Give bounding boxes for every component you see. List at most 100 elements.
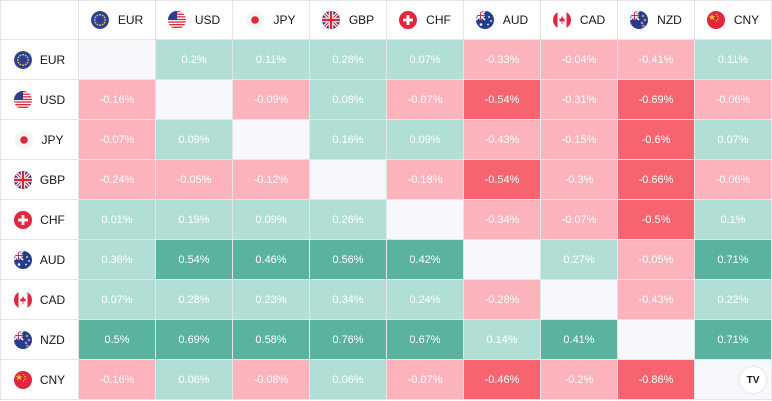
heatmap-cell[interactable]: 0.36% (78, 239, 156, 280)
heatmap-cell[interactable]: -0.34% (463, 199, 541, 240)
heatmap-cell[interactable]: -0.31% (540, 79, 618, 120)
heatmap-cell[interactable]: -0.43% (463, 119, 541, 160)
nz-flag-icon (630, 11, 649, 29)
heatmap-cell[interactable]: -0.43% (617, 279, 695, 320)
row-header-eur: EUR (0, 39, 79, 80)
table-row: CAD 0.07% 0.28% 0.23% 0.34% 0.24% -0.28% -0.43%… (0, 279, 772, 320)
heatmap-cell[interactable]: 0.23% (232, 279, 310, 320)
heatmap-cell[interactable]: 0.16% (309, 119, 387, 160)
heatmap-cell[interactable]: 0.06% (155, 359, 233, 400)
column-header-usd: USD (155, 0, 233, 40)
heatmap-cell[interactable]: 0.14% (463, 319, 541, 360)
heatmap-cell[interactable]: -0.08% (232, 359, 310, 400)
diagonal-cell (78, 39, 156, 80)
heatmap-cell[interactable]: 0.07% (386, 39, 464, 80)
heatmap-cell[interactable]: 0.01% (78, 199, 156, 240)
gb-flag-icon (13, 170, 32, 189)
heatmap-cell[interactable]: 0.67% (386, 319, 464, 360)
heatmap-cell[interactable]: -0.07% (386, 359, 464, 400)
heatmap-cell[interactable]: -0.46% (463, 359, 541, 400)
heatmap-cell[interactable]: -0.16% (78, 79, 156, 120)
heatmap-cell[interactable]: 0.08% (309, 79, 387, 120)
column-header-label: USD (194, 13, 221, 27)
table-row: CHF 0.01% 0.19% 0.09% 0.26% -0.34% -0.07% -0.5%… (0, 199, 772, 240)
heatmap-cell[interactable]: 0.56% (309, 239, 387, 280)
heatmap-cell[interactable]: -0.3% (540, 159, 618, 200)
heatmap-cell[interactable]: -0.28% (463, 279, 541, 320)
heatmap-cell[interactable]: 0.69% (155, 319, 233, 360)
heatmap-cell[interactable]: 0.28% (309, 39, 387, 80)
heatmap-cell[interactable]: 0.54% (155, 239, 233, 280)
heatmap-cell[interactable]: -0.86% (617, 359, 695, 400)
heatmap-cell[interactable]: 0.1% (694, 199, 772, 240)
table-row: AUD 0.36% 0.54% 0.46% 0.56% 0.42% 0.27% -0.05% 0… (0, 239, 772, 280)
heatmap-cell[interactable]: -0.16% (78, 359, 156, 400)
tradingview-logo-icon[interactable]: TV (740, 367, 766, 393)
column-header-gbp: GBP (309, 0, 387, 40)
heatmap-cell[interactable]: -0.06% (694, 159, 772, 200)
heatmap-cell[interactable]: -0.5% (617, 199, 695, 240)
heatmap-cell[interactable]: 0.11% (694, 39, 772, 80)
heatmap-cell[interactable]: -0.09% (232, 79, 310, 120)
column-header-cny: CNY (694, 0, 772, 40)
heatmap-cell[interactable]: -0.04% (540, 39, 618, 80)
diagonal-cell (617, 319, 695, 360)
au-flag-icon (13, 250, 32, 269)
heatmap-cell[interactable]: 0.09% (232, 199, 310, 240)
heatmap-cell[interactable]: -0.69% (617, 79, 695, 120)
heatmap-cell[interactable]: -0.15% (540, 119, 618, 160)
heatmap-cell[interactable]: -0.2% (540, 359, 618, 400)
heatmap-cell[interactable]: 0.46% (232, 239, 310, 280)
heatmap-cell[interactable]: -0.07% (386, 79, 464, 120)
heatmap-cell[interactable]: 0.28% (155, 279, 233, 320)
heatmap-cell[interactable]: 0.27% (540, 239, 618, 280)
column-header-eur: EUR (78, 0, 156, 40)
heatmap-cell[interactable]: 0.71% (694, 239, 772, 280)
heatmap-cell[interactable]: -0.05% (155, 159, 233, 200)
row-header-cny: CNY (0, 359, 79, 400)
heatmap-cell[interactable]: -0.05% (617, 239, 695, 280)
heatmap-cell[interactable]: 0.07% (78, 279, 156, 320)
heatmap-cell[interactable]: 0.2% (155, 39, 233, 80)
heatmap-cell[interactable]: -0.12% (232, 159, 310, 200)
heatmap-cell[interactable]: 0.5% (78, 319, 156, 360)
row-header-label: NZD (40, 332, 65, 347)
ca-flag-icon (552, 11, 571, 29)
us-flag-icon (13, 90, 32, 109)
heatmap-cell[interactable]: -0.18% (386, 159, 464, 200)
heatmap-cell[interactable]: 0.42% (386, 239, 464, 280)
diagonal-cell (309, 159, 387, 200)
heatmap-cell[interactable]: 0.41% (540, 319, 618, 360)
heatmap-cell[interactable]: 0.09% (386, 119, 464, 160)
heatmap-cell[interactable]: -0.54% (463, 79, 541, 120)
heatmap-cell[interactable]: 0.71% (694, 319, 772, 360)
heatmap-cell[interactable]: 0.58% (232, 319, 310, 360)
heatmap-cell[interactable]: 0.11% (232, 39, 310, 80)
heatmap-cell[interactable]: -0.24% (78, 159, 156, 200)
row-header-label: EUR (39, 52, 66, 67)
heatmap-cell[interactable]: -0.07% (78, 119, 156, 160)
heatmap-cell[interactable]: -0.33% (463, 39, 541, 80)
row-header-aud: AUD (0, 239, 79, 280)
diagonal-cell (386, 199, 464, 240)
heatmap-cell[interactable]: 0.22% (694, 279, 772, 320)
heatmap-cell[interactable]: 0.19% (155, 199, 233, 240)
heatmap-cell[interactable]: 0.76% (309, 319, 387, 360)
heatmap-cell[interactable]: -0.41% (617, 39, 695, 80)
heatmap-cell[interactable]: 0.34% (309, 279, 387, 320)
table-row: USD -0.16% -0.09% 0.08% -0.07% -0.54% -0.31% -0… (0, 79, 772, 120)
heatmap-cell[interactable]: -0.06% (694, 79, 772, 120)
heatmap-cell[interactable]: 0.09% (155, 119, 233, 160)
heatmap-cell[interactable]: -0.66% (617, 159, 695, 200)
corner-cell (0, 0, 79, 40)
heatmap-cell[interactable]: -0.07% (540, 199, 618, 240)
heatmap-cell[interactable]: 0.24% (386, 279, 464, 320)
cn-flag-icon (13, 370, 32, 389)
diagonal-cell (463, 239, 541, 280)
heatmap-cell[interactable]: -0.6% (617, 119, 695, 160)
heatmap-cell[interactable]: -0.54% (463, 159, 541, 200)
heatmap-cell[interactable]: 0.07% (694, 119, 772, 160)
heatmap-cell[interactable]: 0.06% (309, 359, 387, 400)
heatmap-cell[interactable]: 0.26% (309, 199, 387, 240)
